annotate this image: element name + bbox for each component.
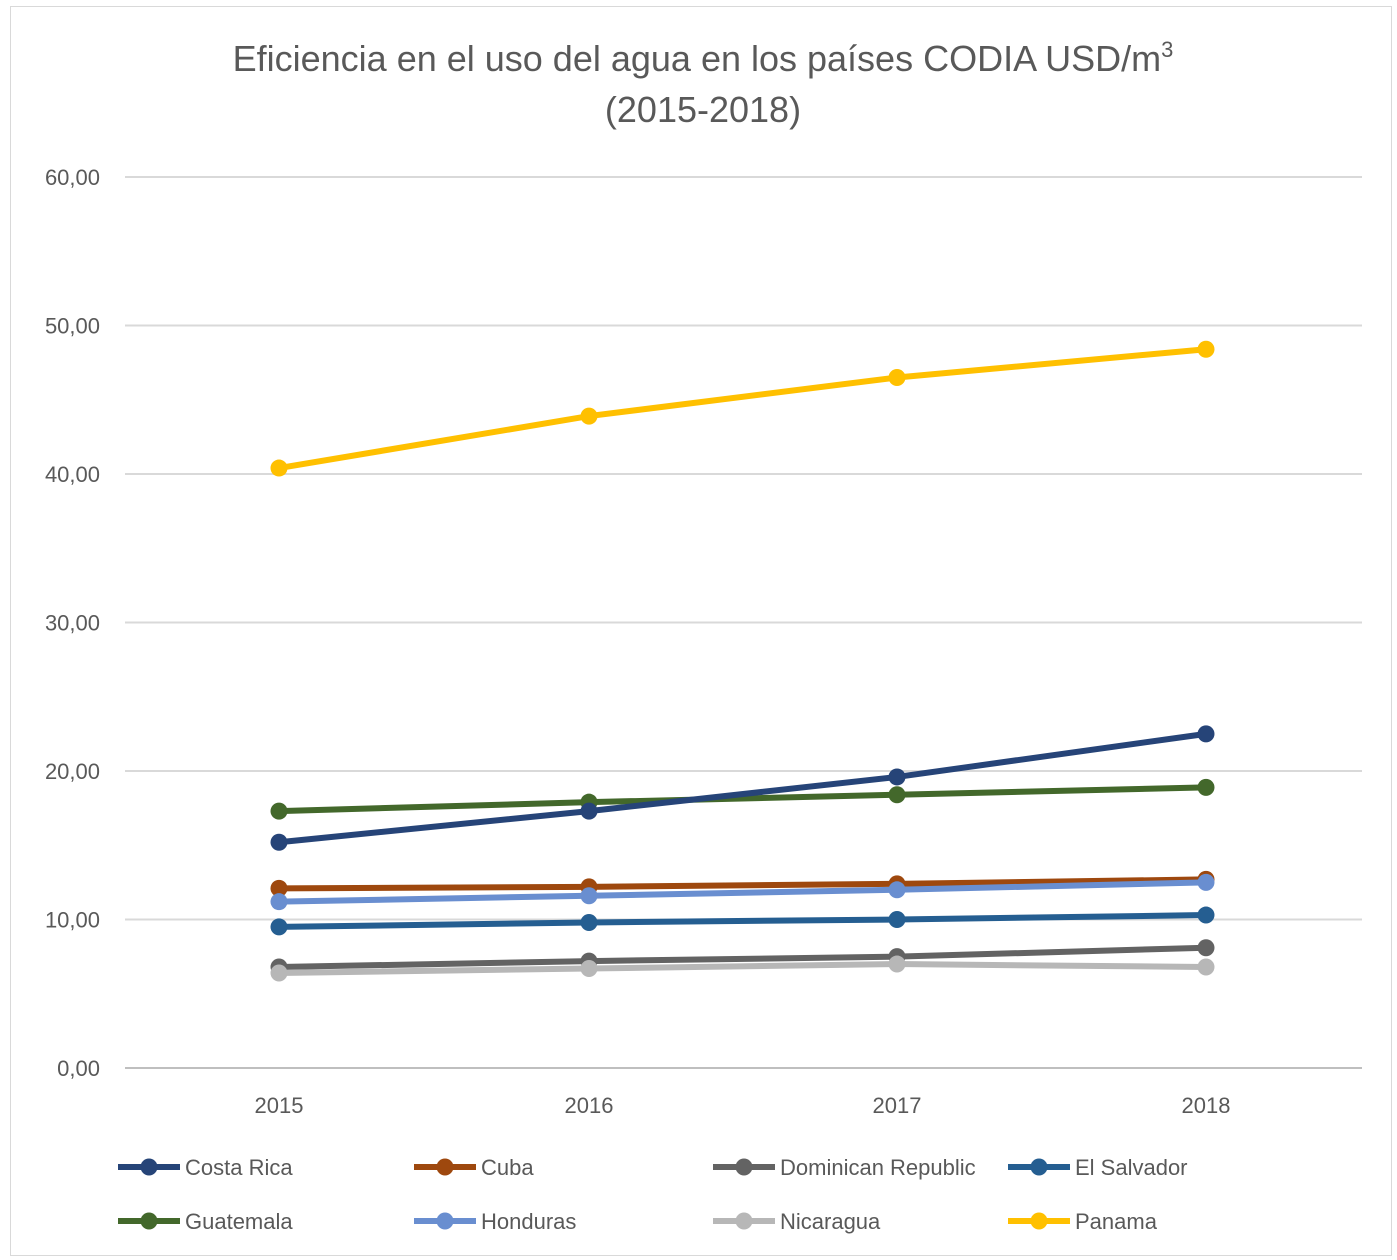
legend-label: Panama — [1075, 1209, 1158, 1234]
y-tick-label: 50,00 — [45, 314, 100, 339]
x-tick-label: 2016 — [565, 1093, 614, 1118]
data-point-costa-rica — [270, 833, 288, 851]
series-line-guatemala — [276, 784, 1209, 815]
legend-label: Nicaragua — [780, 1209, 881, 1234]
series-nicaragua — [270, 955, 1215, 982]
legend-label: Honduras — [481, 1209, 576, 1234]
series-line-panama — [276, 346, 1209, 472]
legend-label: Cuba — [481, 1155, 534, 1180]
series-panama — [270, 340, 1215, 477]
legend-item-guatemala: Guatemala — [118, 1209, 293, 1234]
data-point-costa-rica — [580, 802, 598, 820]
data-point-el-salvador — [1197, 906, 1215, 924]
chart-subtitle: (2015-2018) — [605, 89, 801, 130]
legend-label: Dominican Republic — [780, 1155, 976, 1180]
x-axis-tick-labels: 2015 2016 2017 2018 — [255, 1093, 1231, 1118]
data-point-honduras — [580, 887, 598, 905]
series-line-honduras — [276, 879, 1209, 905]
data-point-nicaragua — [580, 960, 598, 978]
series-el-salvador — [270, 906, 1215, 936]
legend-marker — [140, 1212, 158, 1230]
legend-item-dominican-republic: Dominican Republic — [713, 1155, 976, 1180]
data-point-panama — [888, 368, 906, 386]
legend-item-cuba: Cuba — [414, 1155, 534, 1180]
series-line-nicaragua — [276, 961, 1209, 976]
legend-label: Guatemala — [185, 1209, 293, 1234]
x-tick-label: 2017 — [873, 1093, 922, 1118]
series-honduras — [270, 873, 1215, 911]
legend-item-el-salvador: El Salvador — [1008, 1155, 1188, 1180]
data-point-nicaragua — [888, 955, 906, 973]
data-point-honduras — [1197, 873, 1215, 891]
y-tick-label: 10,00 — [45, 908, 100, 933]
series-line-el-salvador — [276, 912, 1209, 930]
legend-marker — [140, 1158, 158, 1176]
y-axis-tick-labels: 0,00 10,00 20,00 30,00 40,00 50,00 60,00 — [45, 165, 100, 1081]
legend-marker — [436, 1212, 454, 1230]
series-guatemala — [270, 778, 1215, 820]
legend-marker — [1030, 1158, 1048, 1176]
y-tick-label: 30,00 — [45, 611, 100, 636]
series-lines — [270, 340, 1215, 982]
data-point-honduras — [888, 881, 906, 899]
legend-marker — [1030, 1212, 1048, 1230]
data-point-honduras — [270, 893, 288, 911]
x-tick-label: 2015 — [255, 1093, 304, 1118]
legend-marker — [735, 1212, 753, 1230]
data-point-dominican-republic — [1197, 939, 1215, 957]
data-point-guatemala — [888, 786, 906, 804]
data-point-nicaragua — [270, 964, 288, 982]
chart-frame — [10, 6, 1392, 1256]
data-point-panama — [1197, 340, 1215, 358]
legend-item-honduras: Honduras — [414, 1209, 576, 1234]
legend-marker — [735, 1158, 753, 1176]
data-point-costa-rica — [1197, 725, 1215, 743]
data-point-panama — [270, 459, 288, 477]
legend-marker — [436, 1158, 454, 1176]
y-tick-label: 0,00 — [57, 1056, 100, 1081]
data-point-el-salvador — [888, 911, 906, 928]
legend: Costa Rica Cuba Dominican Republic El Salva… — [118, 1155, 1188, 1234]
data-point-costa-rica — [888, 768, 906, 786]
legend-item-panama: Panama — [1008, 1209, 1158, 1234]
y-tick-label: 20,00 — [45, 759, 100, 784]
series-line-cuba — [276, 876, 1209, 892]
data-point-guatemala — [1197, 778, 1215, 796]
y-tick-label: 40,00 — [45, 462, 100, 487]
data-point-el-salvador — [580, 913, 598, 931]
data-point-nicaragua — [1197, 958, 1215, 976]
data-point-cuba — [270, 879, 288, 897]
series-line-dominican-republic — [276, 944, 1209, 971]
legend-label: Costa Rica — [185, 1155, 293, 1180]
x-tick-label: 2018 — [1182, 1093, 1231, 1118]
data-point-panama — [580, 407, 598, 425]
series-costa-rica — [270, 725, 1215, 851]
legend-item-nicaragua: Nicaragua — [713, 1209, 881, 1234]
data-point-el-salvador — [270, 918, 288, 936]
series-line-costa-rica — [276, 730, 1209, 846]
legend-item-costa-rica: Costa Rica — [118, 1155, 293, 1180]
chart-title: Eficiencia en el uso del agua en los paí… — [233, 37, 1174, 79]
legend-label: El Salvador — [1075, 1155, 1188, 1180]
chart-title-group: Eficiencia en el uso del agua en los paí… — [233, 37, 1174, 130]
gridlines — [125, 176, 1362, 1069]
data-point-guatemala — [270, 802, 288, 820]
y-tick-label: 60,00 — [45, 165, 100, 190]
